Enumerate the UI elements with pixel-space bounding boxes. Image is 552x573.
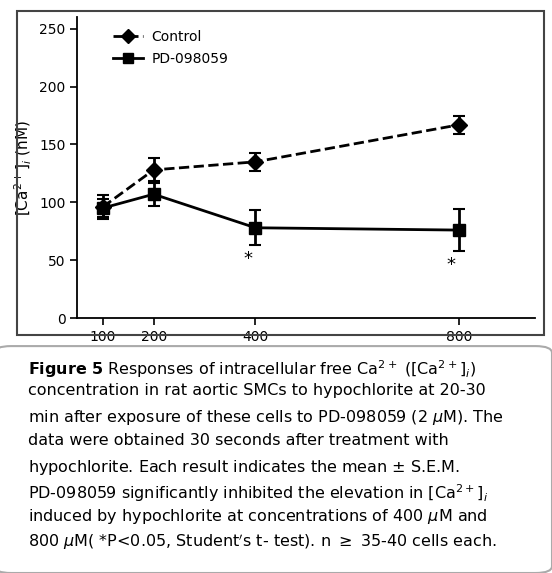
Text: *: * [243, 250, 252, 268]
X-axis label: Hypochlorite (μM): Hypochlorite (μM) [229, 351, 384, 366]
Text: concentration in rat aortic SMCs to hypochlorite at 20-30: concentration in rat aortic SMCs to hypo… [28, 383, 485, 398]
Text: $\bf{Figure\ 5}$ Responses of intracellular free Ca$^{2+}$ ([Ca$^{2+}$]$_i$): $\bf{Figure\ 5}$ Responses of intracellu… [28, 359, 476, 380]
Text: PD-098059 significantly inhibited the elevation in [Ca$^{2+}$]$_i$: PD-098059 significantly inhibited the el… [28, 482, 487, 504]
Text: hypochlorite. Each result indicates the mean $\pm$ S.E.M.: hypochlorite. Each result indicates the … [28, 458, 459, 477]
Legend: Control, PD-098059: Control, PD-098059 [107, 24, 234, 72]
Text: min after exposure of these cells to PD-098059 (2 $\mu$M). The: min after exposure of these cells to PD-… [28, 408, 503, 427]
Text: data were obtained 30 seconds after treatment with: data were obtained 30 seconds after trea… [28, 433, 448, 448]
Text: *: * [447, 256, 456, 273]
Text: 800 $\mu$M( *P<0.05, Student$'$s t- test). n $\geq$ 35-40 cells each.: 800 $\mu$M( *P<0.05, Student$'$s t- test… [28, 532, 496, 552]
Text: induced by hypochlorite at concentrations of 400 $\mu$M and: induced by hypochlorite at concentration… [28, 507, 487, 526]
FancyBboxPatch shape [0, 346, 552, 573]
Y-axis label: [Ca$^{2+}$]$_i$ (nM): [Ca$^{2+}$]$_i$ (nM) [13, 120, 34, 215]
